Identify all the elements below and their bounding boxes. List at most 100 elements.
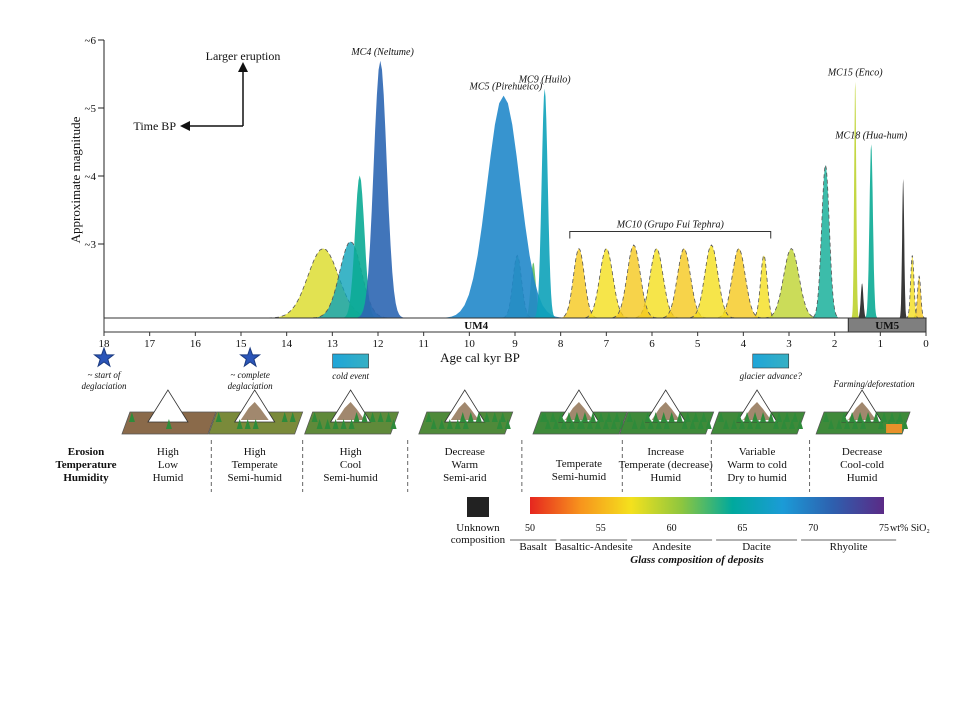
peak-label: MC18 (Hua-hum) <box>834 130 908 141</box>
colorbar-tick-label: 55 <box>596 523 606 534</box>
landscape-condition-text: Warm <box>451 459 478 471</box>
x-tick-label: 14 <box>281 338 293 350</box>
tree-icon <box>311 412 318 422</box>
tree-icon <box>857 412 864 422</box>
tree-icon <box>128 412 135 422</box>
tree-icon <box>841 412 848 422</box>
mountain-slope <box>240 402 269 420</box>
unknown-composition-label: Unknown <box>456 522 500 534</box>
tree-icon <box>736 412 743 422</box>
tree-icon <box>475 412 482 422</box>
marker-label: deglaciation <box>82 381 127 391</box>
x-axis: 18 17 16 15 14 13 12 11 10 9 8 7 6 5 4 3 2 1 0 <box>99 332 929 350</box>
mountain-icon <box>147 389 189 423</box>
landscape-condition-text: Cool-cold <box>840 459 884 471</box>
colorbar-tick-label: 50 <box>525 523 535 534</box>
landscape-condition-text: Temperate (decrease) <box>619 459 714 471</box>
tree-icon <box>281 412 288 422</box>
tree-icon <box>718 412 725 422</box>
tree-icon <box>353 412 360 422</box>
tree-icon <box>647 419 654 429</box>
tree-icon <box>731 419 738 429</box>
tree-icon <box>324 419 331 429</box>
peak-label: MC15 (Enco) <box>827 68 883 79</box>
unit-bar: UM4 UM5 <box>103 317 927 333</box>
tree-icon <box>348 419 355 429</box>
tree-icon <box>889 412 896 422</box>
x-tick-label: 11 <box>418 338 429 350</box>
tree-icon <box>747 419 754 429</box>
x-tick-label: 15 <box>236 338 248 350</box>
tree-icon <box>773 419 780 429</box>
landscape-condition-text: Temperate <box>556 458 602 470</box>
row-label-humidity: Humidity <box>63 472 109 484</box>
x-tick-label: 4 <box>741 338 747 350</box>
tree-icon <box>289 412 296 422</box>
x-axis-label: Age cal kyr BP <box>440 350 520 365</box>
tree-icon <box>549 412 556 422</box>
tree-icon <box>438 419 445 429</box>
tree-icon <box>873 412 880 422</box>
row-label-erosion: Erosion <box>68 446 104 458</box>
tree-icon <box>631 419 638 429</box>
composition-class-label: Basalt <box>519 541 547 553</box>
tree-icon <box>425 412 432 422</box>
composition-colorbar: Unknown composition 50 55 60 65 70 75 wt% SiO… <box>451 497 930 566</box>
tree-icon <box>165 419 172 429</box>
tree-icon <box>663 419 670 429</box>
tree-icon <box>236 419 243 429</box>
marker-label: ~ complete <box>230 370 270 380</box>
tree-icon <box>467 412 474 422</box>
landscape-condition-text: Decrease <box>842 446 882 458</box>
eruption-peaks <box>252 60 927 319</box>
eruption-peak <box>408 95 599 318</box>
x-tick-label: 17 <box>144 338 156 350</box>
x-tick-label: 12 <box>373 338 384 350</box>
tree-icon <box>459 412 466 422</box>
tree-icon <box>244 419 251 429</box>
event-box-marker <box>332 353 369 369</box>
x-tick-label: 13 <box>327 338 339 350</box>
x-tick-label: 0 <box>923 338 929 350</box>
tree-icon <box>723 419 730 429</box>
eruption-peak <box>854 283 870 318</box>
landscape-condition-text: Decrease <box>445 446 485 458</box>
tree-icon <box>541 412 548 422</box>
tree-icon <box>705 419 712 429</box>
tree-icon <box>361 412 368 422</box>
y-axis-label: Approximate magnitude <box>68 116 83 243</box>
tree-icon <box>739 419 746 429</box>
landscape-condition-text: Semi-humid <box>323 472 378 484</box>
eruption-peak <box>342 60 418 319</box>
y-tick-label: ~5 <box>85 103 97 115</box>
colorbar-tick-label: 65 <box>737 523 747 534</box>
landscape-condition-text: Warm to cold <box>727 459 787 471</box>
tree-icon <box>784 412 791 422</box>
tree-icon <box>781 419 788 429</box>
tree-icon <box>828 419 835 429</box>
eruption-peak <box>849 81 862 318</box>
eruption-peak <box>748 254 779 319</box>
tree-icon <box>689 419 696 429</box>
x-tick-label: 18 <box>99 338 111 350</box>
colorbar-tick-label: 70 <box>808 523 818 534</box>
sio2-unit-label: wt% SiO₂ <box>890 523 930 534</box>
direction-arrows: Larger eruption Time BP <box>133 49 280 133</box>
landscape-condition-text: High <box>244 446 267 458</box>
x-tick-label: 9 <box>512 338 518 350</box>
landscape-condition-text: Humid <box>650 472 681 484</box>
landscape-condition-text: Dry to humid <box>727 472 787 484</box>
tree-icon <box>792 412 799 422</box>
tree-icon <box>499 412 506 422</box>
tree-icon <box>676 412 683 422</box>
tree-icon <box>852 419 859 429</box>
colorbar-tick-label: 75 <box>879 523 889 534</box>
tree-icon <box>581 412 588 422</box>
tree-icon <box>385 412 392 422</box>
peak-label: MC10 (Grupo Fui Tephra) <box>616 220 725 231</box>
